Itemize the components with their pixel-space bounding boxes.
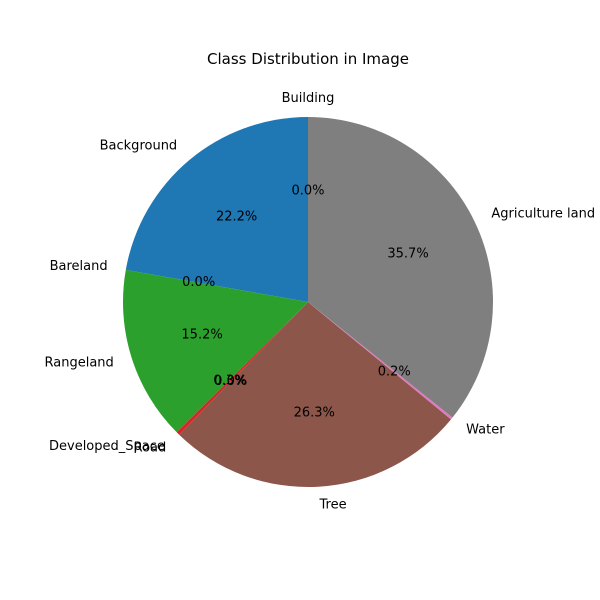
slice-label-building: Building — [282, 91, 335, 106]
pct-label-building: 0.0% — [291, 184, 324, 199]
chart-title: Class Distribution in Image — [207, 50, 409, 68]
pct-label-road: 0.0% — [214, 374, 247, 389]
slice-label-developed-space: Developed_Space — [49, 439, 165, 454]
pie-slice-rangeland — [122, 269, 308, 433]
pct-label-bareland: 0.0% — [182, 275, 215, 290]
slice-label-tree: Tree — [319, 498, 347, 513]
slice-label-bareland: Bareland — [50, 259, 108, 274]
slice-label-rangeland: Rangeland — [45, 355, 114, 370]
pct-label-tree: 26.3% — [294, 405, 335, 420]
pct-label-water: 0.2% — [378, 364, 411, 379]
pie-slice-tree — [179, 302, 452, 487]
pie-slice-developed-space — [176, 302, 308, 435]
slice-label-agriculture-land: Agriculture land — [491, 206, 595, 221]
pie-slice-water — [308, 302, 453, 420]
pie-slice-background — [125, 117, 308, 302]
slice-label-water: Water — [466, 423, 505, 438]
pct-label-agriculture-land: 35.7% — [387, 246, 428, 261]
pct-label-rangeland: 15.2% — [181, 328, 222, 343]
slice-label-background: Background — [100, 139, 178, 154]
pct-label-developed-space: 0.3% — [213, 373, 246, 388]
slice-label-road: Road — [134, 441, 167, 456]
pie-labels: Background 22.2% Bareland 0.0% Rangeland 15.2… — [45, 91, 596, 513]
pie-slices — [122, 117, 493, 487]
pie-slice-agriculture-land — [308, 117, 493, 418]
pct-label-background: 22.2% — [216, 209, 257, 224]
